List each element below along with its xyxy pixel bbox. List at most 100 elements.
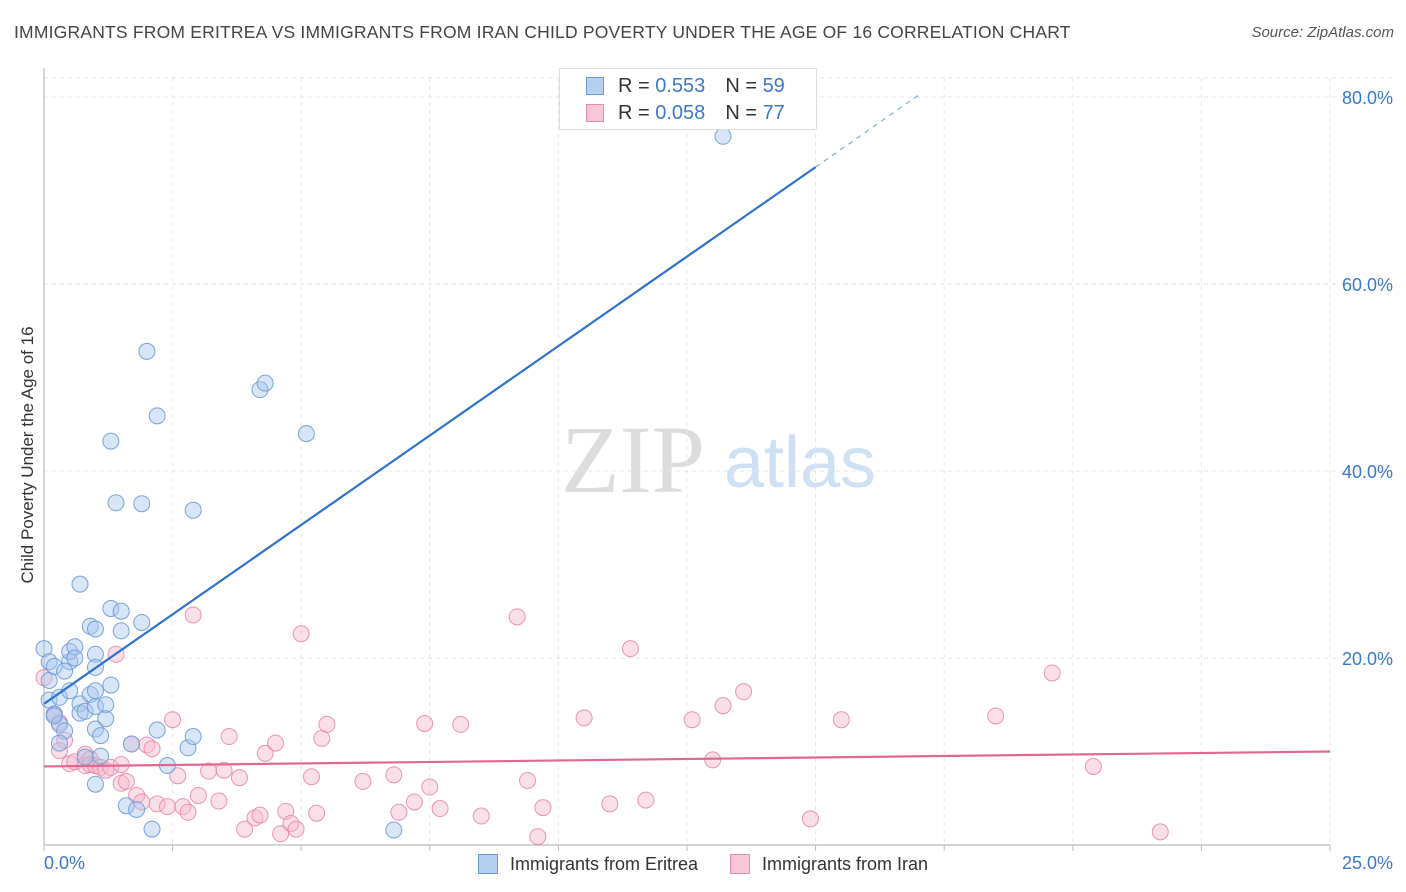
iran-point [215,761,233,779]
iran-point [472,807,490,825]
eritrea-point [86,698,104,716]
y-tick-label: 40.0% [1342,462,1393,482]
iran-points [35,606,1169,846]
iran-point [508,608,526,626]
source-label: Source: ZipAtlas.com [1251,24,1394,41]
eritrea-point [138,342,156,360]
iran-point [184,606,202,624]
eritrea-point [86,645,104,663]
watermark-zip: ZIP [561,406,705,513]
axes [43,68,1331,851]
eritrea-point [50,734,68,752]
eritrea-point [97,696,115,714]
legend-row-eritrea: R = 0.553 N = 59 [586,73,785,99]
eritrea-point [117,797,135,815]
eritrea-point [128,800,146,818]
eritrea-point [102,676,120,694]
iran-point [801,810,819,828]
legend-r-value: 0.058 [655,101,706,124]
eritrea-point [92,727,110,745]
iran-point [158,798,176,816]
legend-n-value: 59 [762,74,785,97]
iran-point [714,697,732,715]
iran-point [56,731,74,749]
eritrea-point [102,432,120,450]
iran-point [390,803,408,821]
y-axis-label: Child Poverty Under the Age of 16 [18,326,37,584]
iran-point [179,803,197,821]
legend-series-name: Immigrants from Iran [762,853,929,874]
eritrea-point [97,710,115,728]
legend-series-name: Immigrants from Eritrea [509,853,698,874]
iran-point [385,766,403,784]
iran-point [421,778,439,796]
iran-point [220,728,238,746]
eritrea-point [86,775,104,793]
iran-point [287,820,305,838]
iran-trend-line [43,750,1331,768]
iran-point [534,799,552,817]
iran-point [987,707,1005,725]
iran-point [519,771,537,789]
iran-point [405,793,423,811]
iran-swatch [730,854,750,874]
eritrea-point [179,739,197,757]
iran-point [200,762,218,780]
eritrea-point [184,501,202,519]
iran-point [272,825,290,843]
eritrea-point [86,620,104,638]
iran-point [169,767,187,785]
x-tick-label: 25.0% [1342,853,1393,873]
eritrea-points [35,127,732,839]
eritrea-point [184,728,202,746]
eritrea-point [40,653,58,671]
iran-point [621,640,639,658]
series-legend: Immigrants from Eritrea Immigrants from … [0,850,1406,878]
iran-point [452,715,470,733]
eritrea-point [56,662,74,680]
iran-point [318,715,336,733]
legend-item-eritrea: Immigrants from Eritrea [477,853,698,875]
iran-point [292,625,310,643]
eritrea-point [50,688,68,706]
eritrea-point [76,702,94,720]
eritrea-point [122,735,140,753]
y-tick-label: 80.0% [1342,88,1393,108]
eritrea-point [35,640,53,658]
eritrea-point [92,747,110,765]
iran-point [308,804,326,822]
iran-point [246,809,264,827]
iran-point [251,806,269,824]
eritrea-point [112,602,130,620]
eritrea-point [148,721,166,739]
iran-point [148,795,166,813]
iran-point [50,742,68,760]
eritrea-swatch [477,854,498,874]
iran-point [1084,757,1102,775]
eritrea-point [45,707,63,725]
correlation-legend: R = 0.553 N = 59 R = 0.058 N = 77 [559,68,817,130]
iran-point [266,734,284,752]
chart-title: IMMIGRANTS FROM ERITREA VS IMMIGRANTS FR… [14,22,1071,42]
iran-point [102,758,120,776]
eritrea-point [112,622,130,640]
iran-point [1043,664,1061,682]
legend-n-label: N = [725,101,757,124]
eritrea-point [86,682,104,700]
gridlines [44,77,1392,845]
y-tick-label: 20.0% [1342,649,1393,669]
x-tick-label: 0.0% [44,853,85,873]
iran-point [832,711,850,729]
iran-point [302,768,320,786]
iran-point [117,772,135,790]
iran-point [189,786,207,804]
legend-r-label: R = [618,74,650,97]
eritrea-point [133,613,151,631]
iran-point [143,740,161,758]
eritrea-trend-line [43,166,817,705]
iran-point [529,828,547,846]
iran-point [704,751,722,769]
legend-r-value: 0.553 [655,74,706,97]
eritrea-point [385,821,403,839]
legend-item-iran: Immigrants from Iran [730,854,928,875]
